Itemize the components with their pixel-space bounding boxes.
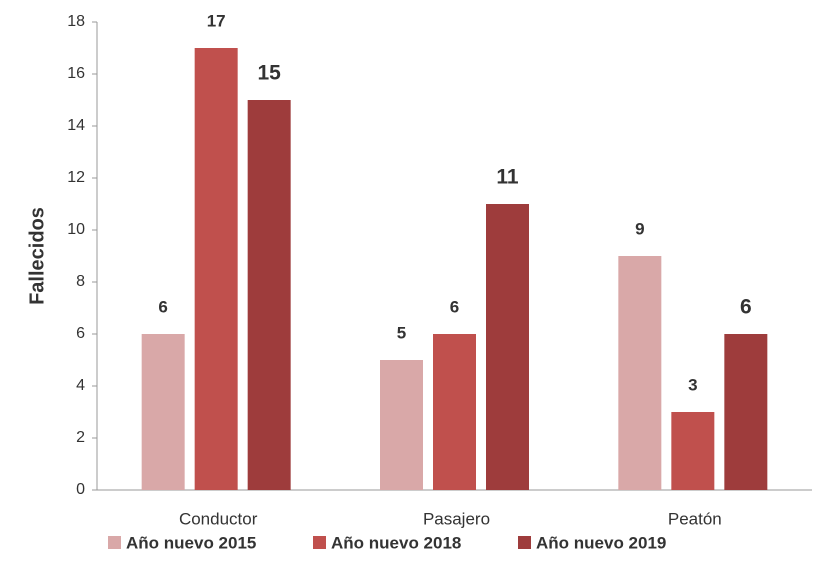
value-label: 9 [635,219,644,238]
x-tick-label: Peatón [668,509,722,528]
value-label: 15 [257,62,281,85]
y-tick-label: 0 [76,481,85,498]
y-tick-label: 6 [76,325,85,342]
bar [380,360,423,490]
bar [433,334,476,490]
bar [618,256,662,490]
legend-swatch [313,536,326,549]
bar [247,100,291,490]
value-label: 11 [496,166,519,189]
y-tick-label: 10 [67,221,85,238]
legend-label: Año nuevo 2019 [536,533,666,552]
value-label: 6 [158,297,167,316]
value-label: 17 [207,11,226,30]
x-tick-label: Conductor [179,509,258,528]
y-tick-label: 4 [76,377,85,394]
legend-label: Año nuevo 2018 [331,533,461,552]
bar [486,204,529,490]
legend-swatch [518,536,531,549]
bar [724,334,768,490]
value-label: 6 [450,297,459,316]
bar [194,48,238,490]
bar [141,334,185,490]
y-tick-label: 2 [76,429,85,446]
value-label: 5 [397,323,406,342]
legend-swatch [108,536,121,549]
value-label: 3 [688,375,697,394]
y-tick-label: 14 [67,117,85,134]
y-tick-label: 18 [67,13,85,30]
y-tick-label: 8 [76,273,85,290]
y-tick-label: 12 [67,169,85,186]
legend-label: Año nuevo 2015 [126,533,256,552]
y-axis-label: Fallecidos [26,207,48,305]
x-tick-label: Pasajero [423,509,490,528]
value-label: 6 [740,296,752,319]
bar [671,412,715,490]
y-tick-label: 16 [67,65,85,82]
